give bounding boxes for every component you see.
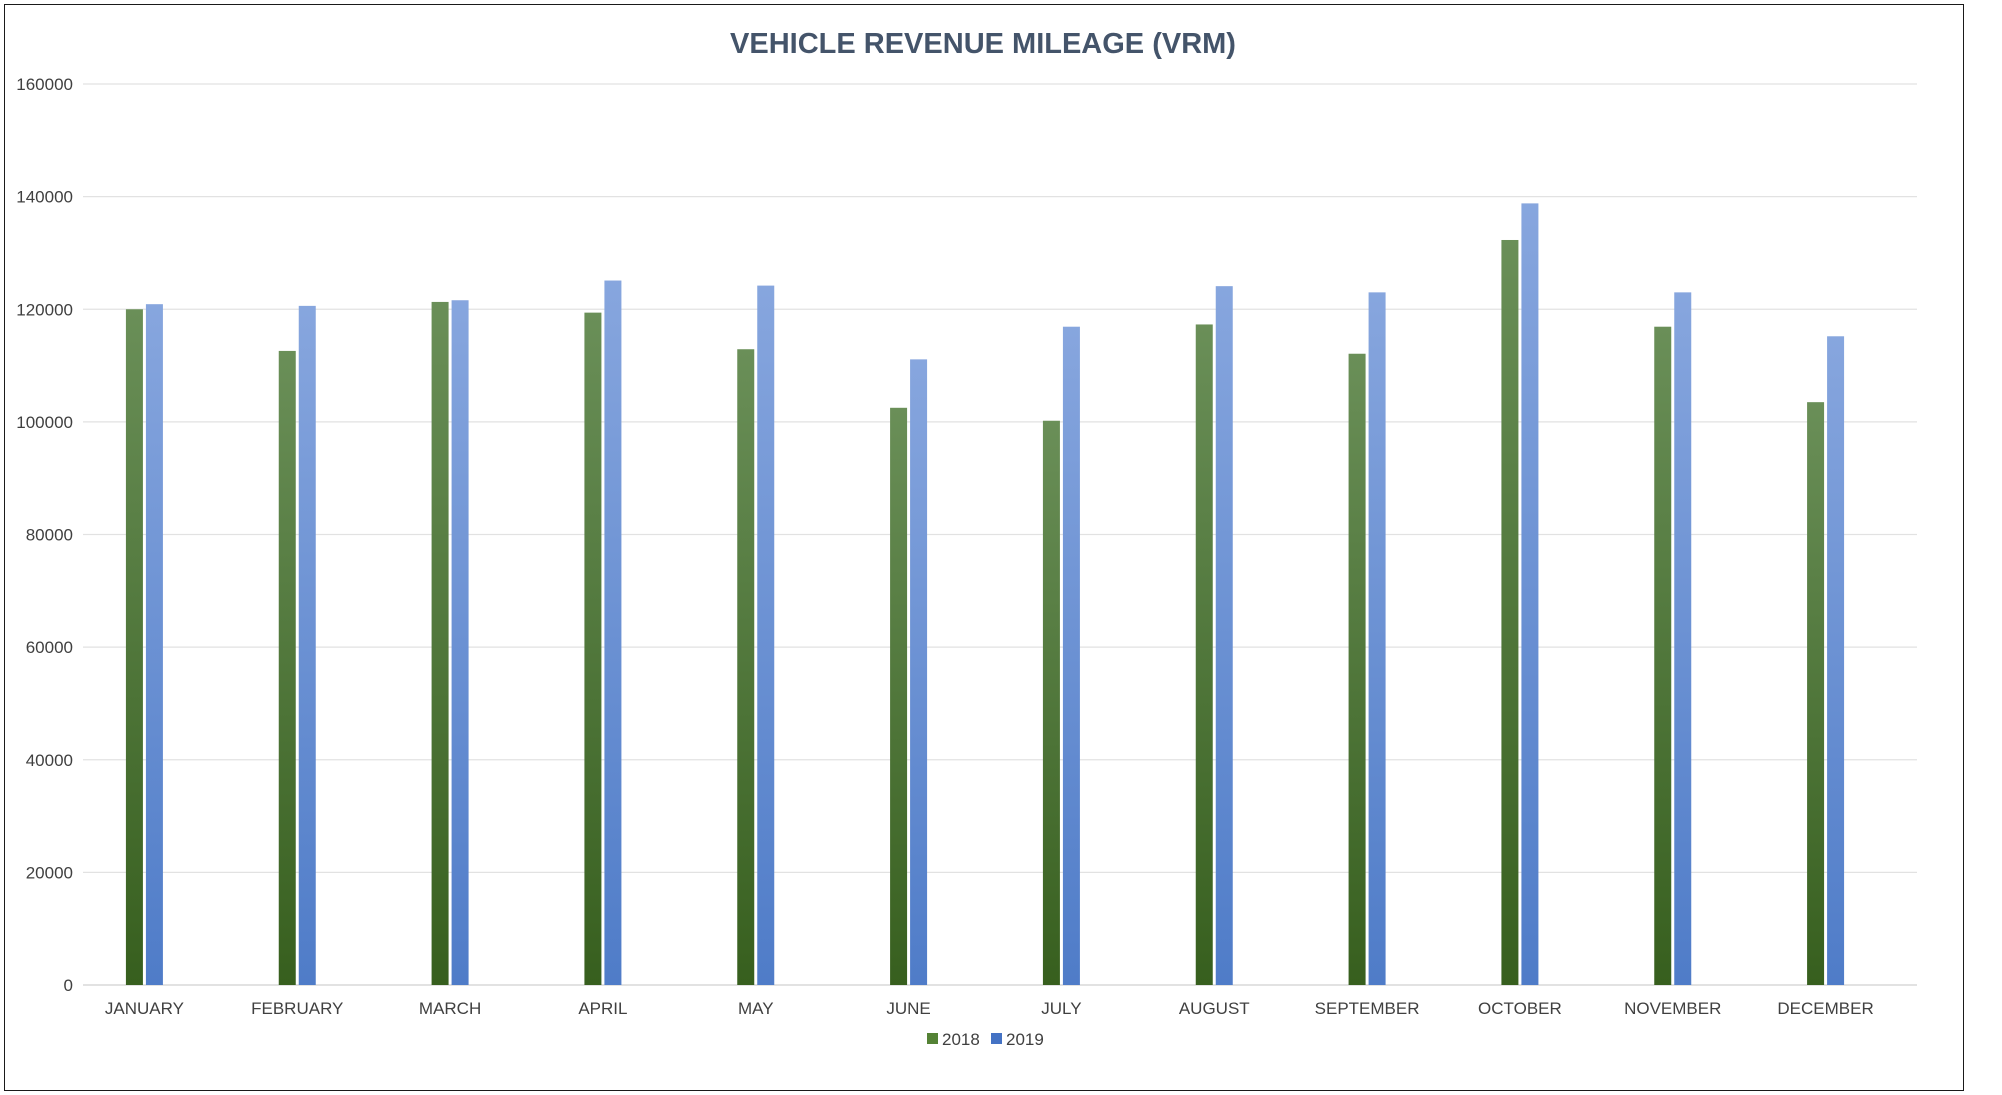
gridlines <box>83 83 1917 986</box>
bar-2018-september <box>1348 353 1366 985</box>
chart-title: VEHICLE REVENUE MILEAGE (VRM) <box>730 28 1236 60</box>
x-tick-label: MAY <box>738 999 774 1018</box>
bar-2019-february <box>298 305 316 986</box>
x-tick-label: JANUARY <box>105 999 184 1018</box>
bar-2019-november <box>1674 292 1692 985</box>
x-tick-label: JUNE <box>886 999 930 1018</box>
bar-2019-april <box>604 280 622 985</box>
bar-2018-march <box>431 301 449 985</box>
bar-2019-september <box>1368 292 1386 985</box>
y-tick-label: 0 <box>64 976 73 995</box>
bars <box>125 203 1845 986</box>
x-tick-label: DECEMBER <box>1777 999 1873 1018</box>
x-tick-label: AUGUST <box>1179 999 1250 1018</box>
bar-2019-january <box>145 304 163 985</box>
legend-label-2018: 2018 <box>942 1030 980 1049</box>
y-tick-label: 120000 <box>16 300 73 319</box>
bar-2019-june <box>910 359 928 985</box>
y-tick-label: 80000 <box>26 526 73 545</box>
legend-swatch-2018 <box>927 1033 938 1044</box>
bar-2019-december <box>1827 336 1845 985</box>
legend-swatch-2019 <box>991 1033 1002 1044</box>
chart-frame: VEHICLE REVENUE MILEAGE (VRM) 0 20000 4000… <box>4 4 1964 1091</box>
y-tick-label: 20000 <box>26 863 73 882</box>
legend-label-2019: 2019 <box>1006 1030 1044 1049</box>
x-axis-ticks: JANUARY FEBRUARY MARCH APRIL MAY JUNE JULY AUGU… <box>105 999 1874 1018</box>
y-tick-label: 160000 <box>16 75 73 94</box>
y-tick-label: 60000 <box>26 638 73 657</box>
x-tick-label: OCTOBER <box>1478 999 1562 1018</box>
y-axis-ticks: 0 20000 40000 60000 80000 100000 120000 140000 1… <box>16 75 73 995</box>
bar-2018-august <box>1195 324 1213 986</box>
bar-2018-june <box>890 407 908 985</box>
x-tick-label: MARCH <box>419 999 481 1018</box>
bar-2018-january <box>125 309 143 985</box>
bar-2018-april <box>584 312 602 985</box>
y-tick-label: 140000 <box>16 188 73 207</box>
x-tick-label: NOVEMBER <box>1624 999 1721 1018</box>
x-tick-label: FEBRUARY <box>251 999 343 1018</box>
y-tick-label: 40000 <box>26 751 73 770</box>
bar-2019-july <box>1062 326 1080 985</box>
bar-2019-october <box>1521 203 1539 985</box>
x-tick-label: SEPTEMBER <box>1315 999 1420 1018</box>
bar-2018-november <box>1654 326 1672 985</box>
bar-2019-august <box>1215 286 1233 985</box>
x-tick-label: JULY <box>1041 999 1081 1018</box>
bar-2018-july <box>1042 420 1060 985</box>
bar-chart: VEHICLE REVENUE MILEAGE (VRM) 0 20000 4000… <box>16 28 1917 1049</box>
x-tick-label: APRIL <box>578 999 627 1018</box>
bar-2018-february <box>278 350 296 985</box>
legend: 2018 2019 <box>927 1030 1044 1049</box>
bar-2018-december <box>1807 402 1825 985</box>
y-tick-label: 100000 <box>16 413 73 432</box>
bar-2019-march <box>451 300 469 985</box>
bar-2018-may <box>737 349 755 985</box>
bar-2019-may <box>757 285 775 985</box>
bar-2018-october <box>1501 239 1519 986</box>
